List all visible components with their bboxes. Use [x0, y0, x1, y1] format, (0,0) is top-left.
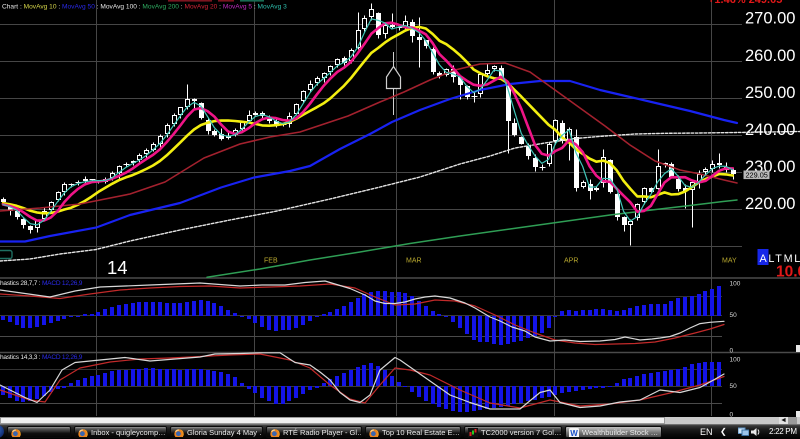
svg-text:270.00: 270.00 — [745, 10, 795, 28]
svg-text:hastics 14,3,3 : MACD 12,26,9: hastics 14,3,3 : MACD 12,26,9 — [0, 354, 83, 361]
svg-text:229.05: 229.05 — [746, 171, 768, 180]
svg-text:220.00: 220.00 — [745, 195, 795, 213]
svg-text:W: W — [570, 429, 578, 438]
svg-text:50: 50 — [730, 312, 738, 319]
svg-text:100: 100 — [730, 281, 741, 288]
svg-text:240.00: 240.00 — [745, 121, 795, 139]
svg-text:APR: APR — [564, 258, 578, 265]
svg-text:MAY: MAY — [722, 258, 737, 265]
svg-text:10.0: 10.0 — [776, 264, 800, 281]
svg-text:+1.46% 249.05: +1.46% 249.05 — [708, 0, 782, 6]
svg-text:100: 100 — [730, 357, 741, 364]
svg-text:ALTML: ALTML — [760, 253, 800, 265]
svg-text:0: 0 — [730, 412, 734, 419]
svg-text:0: 0 — [730, 347, 734, 354]
svg-text:FEB: FEB — [264, 258, 278, 265]
svg-text:Chart : MovAvg 10 : MovAvg 50: Chart : MovAvg 10 : MovAvg 50 : MovAvg 1… — [2, 4, 287, 11]
svg-text:260.00: 260.00 — [745, 47, 795, 65]
svg-text:hastics 28,7,7 : MACD 12,26,9: hastics 28,7,7 : MACD 12,26,9 — [0, 280, 83, 287]
svg-text:50: 50 — [730, 383, 738, 390]
svg-text:250.00: 250.00 — [745, 84, 795, 102]
svg-text:14: 14 — [107, 257, 128, 278]
svg-text:MAR: MAR — [406, 258, 422, 265]
